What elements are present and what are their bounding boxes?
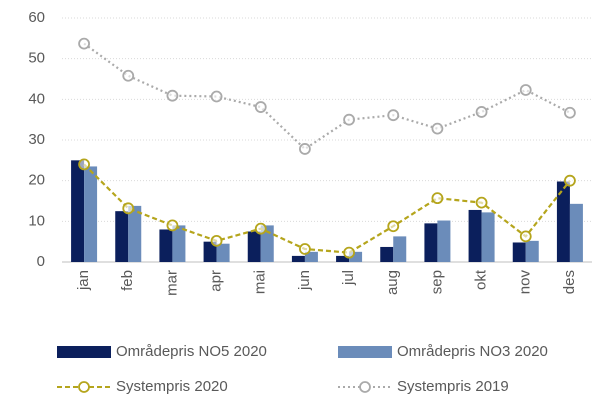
line: [83, 163, 571, 254]
bar: [468, 209, 482, 262]
marker: [166, 219, 179, 232]
x-tick-label: jun: [296, 270, 313, 291]
bar: [304, 251, 318, 262]
marker: [387, 220, 400, 233]
x-tick-label: apr: [208, 270, 225, 292]
bar: [216, 243, 230, 262]
marker: [254, 222, 267, 235]
y-tick-label: 60: [28, 9, 45, 26]
y-tick-label: 10: [28, 212, 45, 229]
marker: [564, 106, 576, 119]
bar: [525, 240, 539, 262]
marker: [475, 196, 488, 209]
legend-marker: [359, 381, 371, 393]
bar: [247, 231, 261, 262]
bar: [291, 255, 305, 262]
x-tick-label: sep: [428, 270, 445, 294]
marker: [299, 243, 311, 255]
marker: [210, 234, 223, 247]
bar: [512, 242, 526, 262]
marker: [387, 109, 400, 122]
legend-swatch: [338, 346, 392, 358]
marker: [166, 89, 179, 102]
y-tick-label: 30: [28, 131, 45, 148]
marker: [78, 158, 90, 171]
x-tick-label: okt: [473, 269, 490, 290]
y-tick-label: 40: [28, 90, 45, 107]
x-tick-label: des: [561, 270, 578, 294]
marker: [78, 37, 90, 50]
x-tick-label: aug: [384, 270, 401, 295]
bar: [128, 205, 142, 262]
marker: [254, 101, 267, 113]
bar: [203, 241, 217, 262]
bar: [424, 223, 438, 262]
marker: [431, 122, 444, 135]
marker: [299, 143, 311, 155]
x-tick-label: jan: [75, 270, 92, 291]
legend-label: Områdepris NO5 2020: [116, 343, 267, 360]
bar: [481, 212, 495, 262]
bar: [349, 251, 363, 262]
marker: [564, 174, 576, 187]
y-tick-label: 50: [28, 50, 45, 67]
bar: [172, 225, 186, 262]
bar: [569, 203, 583, 262]
bar: [71, 160, 85, 262]
x-tick-label: feb: [119, 270, 136, 291]
marker: [519, 84, 532, 96]
bar: [159, 229, 173, 262]
marker: [122, 202, 135, 215]
bar: [260, 225, 274, 262]
x-tick-label: mar: [163, 270, 180, 296]
y-tick-label: 20: [28, 172, 45, 189]
bar: [556, 181, 570, 262]
y-tick-label: 0: [37, 253, 45, 270]
line: [83, 42, 571, 151]
marker: [343, 246, 355, 259]
legend-label: Områdepris NO3 2020: [397, 343, 548, 360]
marker: [343, 113, 355, 126]
legend-swatch: [57, 346, 111, 358]
marker: [210, 90, 223, 103]
x-tick-label: nov: [517, 270, 534, 295]
x-tick-label: mai: [252, 270, 269, 294]
bar: [380, 246, 394, 262]
bar: [115, 211, 129, 262]
marker: [519, 230, 532, 243]
legend-marker: [78, 381, 90, 393]
bar: [393, 236, 407, 262]
bar: [84, 166, 98, 262]
bar: [437, 220, 451, 262]
x-tick-label: jul: [340, 270, 357, 286]
marker: [122, 69, 135, 82]
marker: [475, 106, 488, 118]
legend-label: Systempris 2019: [397, 378, 509, 395]
bar: [336, 255, 350, 262]
legend-label: Systempris 2020: [116, 378, 228, 395]
marker: [431, 192, 444, 205]
